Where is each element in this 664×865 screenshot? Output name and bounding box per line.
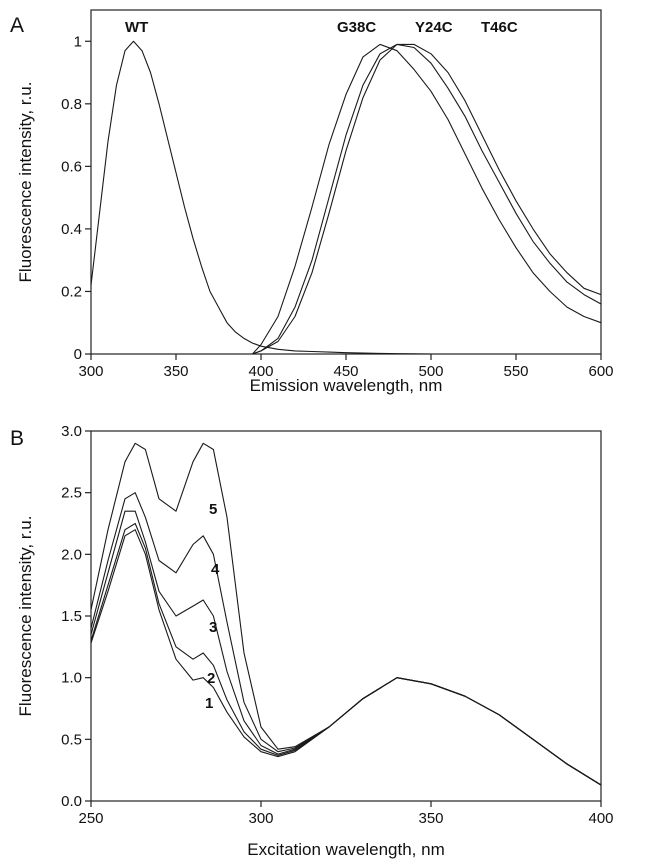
series-label-1: 1 — [205, 695, 213, 712]
panel-letter-b: B — [10, 427, 24, 450]
series-line-b-5 — [90, 442, 602, 786]
x-tick-label-a: 600 — [588, 363, 613, 380]
x-tick-label-a: 400 — [248, 363, 273, 380]
y-tick-label-b: 2.5 — [61, 485, 82, 502]
x-tick-label-a: 450 — [333, 363, 358, 380]
y-tick-label-b: 0.0 — [61, 793, 82, 810]
series-label-3: 3 — [209, 619, 217, 636]
panel-a: A 300 350 400 450 500 550 600 0 0.2 0.4 0.6 0.8 1 WT… — [10, 9, 614, 395]
y-tick-label-b: 0.5 — [61, 731, 82, 748]
x-tick-label-a: 300 — [78, 363, 103, 380]
y-axis-title-a: Fluorescence intensity, r.u. — [16, 82, 35, 283]
x-tick-label-b: 350 — [418, 810, 443, 827]
series-line-b-1 — [90, 529, 602, 786]
y-axis-title-b: Fluorescence intensity, r.u. — [16, 516, 35, 717]
y-tick-label-a: 0.8 — [61, 96, 82, 113]
curves-b — [90, 442, 602, 786]
x-tick-label-a: 550 — [503, 363, 528, 380]
series-label-2: 2 — [207, 670, 215, 687]
panel-letter-a: A — [10, 14, 24, 37]
x-tick-label-a: 350 — [163, 363, 188, 380]
series-line-b-2 — [90, 522, 602, 786]
series-label-t46c: T46C — [481, 19, 518, 36]
x-tick-label-b: 400 — [588, 810, 613, 827]
plot-frame-a — [90, 9, 602, 355]
x-tick-label-b: 300 — [248, 810, 273, 827]
x-axis-title-b: Excitation wavelength, nm — [247, 840, 445, 859]
axis-ticks-a: 300 350 400 450 500 550 600 0 0.2 0.4 0.6 0.8 1 — [61, 33, 613, 380]
series-label-y24c: Y24C — [415, 19, 453, 36]
y-tick-label-b: 2.0 — [61, 546, 82, 563]
y-tick-label-a: 0.2 — [61, 283, 82, 300]
y-tick-label-b: 1.5 — [61, 608, 82, 625]
series-label-4: 4 — [211, 561, 220, 578]
series-label-5: 5 — [209, 501, 217, 518]
series-label-wt: WT — [125, 19, 148, 36]
x-tick-label-a: 500 — [418, 363, 443, 380]
y-tick-label-a: 0.6 — [61, 158, 82, 175]
y-tick-label-b: 1.0 — [61, 670, 82, 687]
y-tick-label-b: 3.0 — [61, 423, 82, 440]
series-line-a-t46c — [252, 43, 602, 355]
curves-a — [90, 40, 602, 355]
series-line-b-4 — [90, 492, 602, 786]
plot-frame-b — [90, 430, 602, 802]
y-tick-label-a: 0.4 — [61, 221, 82, 238]
series-label-g38c: G38C — [337, 19, 376, 36]
axis-ticks-b: 250 300 350 400 0.0 0.5 1.0 1.5 2.0 2.5 3.0 — [61, 423, 613, 827]
series-line-a-wt — [90, 40, 432, 355]
series-line-a-g38c — [252, 43, 602, 355]
y-tick-label-a: 1 — [74, 33, 82, 50]
series-line-a-y24c — [252, 43, 602, 355]
x-axis-title-a: Emission wavelength, nm — [250, 376, 443, 395]
series-line-b-3 — [90, 510, 602, 786]
y-tick-label-a: 0 — [74, 346, 82, 363]
x-tick-label-b: 250 — [78, 810, 103, 827]
